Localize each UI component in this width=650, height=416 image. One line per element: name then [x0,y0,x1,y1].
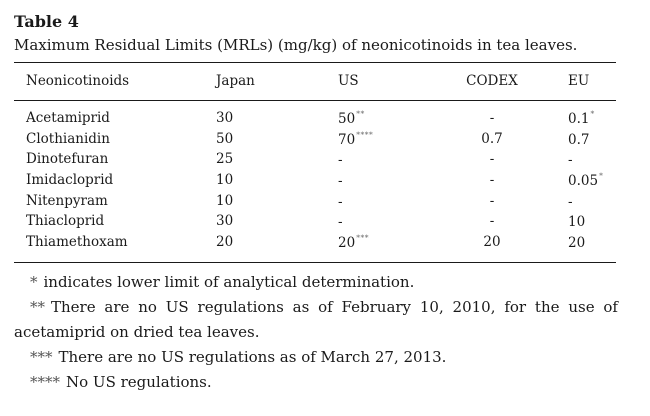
cell-codex: - [489,172,495,189]
cell-us-footnote-mark: **** [356,129,374,139]
column-header-japan: Japan [216,73,255,89]
cell-us-value: 20 [338,234,356,251]
table-row: Nitenpyram 10 - - - [14,190,616,211]
column-header-neonicotinoids: Neonicotinoids [26,73,130,89]
cell-codex: - [489,192,495,209]
cell-us-footnote-mark: ** [356,109,365,119]
cell-name: Nitenpyram [26,192,108,209]
cell-codex: - [489,151,495,168]
footnote-text: indicates lower limit of analytical dete… [43,273,415,291]
footnote-1: * indicates lower limit of analytical det… [14,270,618,295]
footnote-text: acetamiprid on dried tea leaves. [14,323,260,341]
table-row: Clothianidin 50 70**** 0.7 0.7 [14,129,616,150]
table-title: Maximum Residual Limits (MRLs) (mg/kg) o… [14,36,578,54]
cell-japan: 10 [216,172,234,189]
cell-eu: 20 [534,232,616,253]
cell-name: Clothianidin [26,130,110,147]
cell-us: - [338,211,450,232]
cell-codex: - [489,110,495,127]
cell-us: - [338,170,450,191]
table-row: Acetamiprid 30 50** - 0.1* [14,100,616,129]
cell-eu-value: 0.05 [568,173,599,190]
cell-japan: 30 [216,213,234,230]
footnote-mark: ** [30,298,45,316]
cell-us-value: - [338,193,343,210]
footnote-text: There are no US regulations as of March … [58,348,447,366]
cell-name: Dinotefuran [26,151,109,168]
column-header-codex: CODEX [466,73,518,89]
footnote-2-line-1: ** There are no US regulations as of Febr… [14,295,618,320]
cell-eu-value: 20 [568,234,586,251]
footnotes: * indicates lower limit of analytical det… [14,270,618,395]
header-row: Neonicotinoids Japan US CODEX EU [14,62,616,100]
cell-codex: - [489,213,495,230]
cell-us: - [338,149,450,170]
cell-eu: - [534,149,616,170]
cell-eu-value: 10 [568,214,586,231]
cell-eu-value: - [568,193,573,210]
cell-us: - [338,190,450,211]
cell-eu-value: 0.1 [568,111,590,128]
table-row: Thiamethoxam 20 20*** 20 20 [14,232,616,253]
cell-eu: 10 [534,211,616,232]
footnote-text: There are no US regulations as of Februa… [51,298,618,316]
cell-eu: - [534,190,616,211]
cell-name: Thiamethoxam [26,233,128,250]
cell-eu: 0.7 [534,129,616,150]
cell-codex: 0.7 [481,130,503,147]
cell-us-value: - [338,152,343,169]
cell-us-value: - [338,173,343,190]
column-header-eu: EU [568,73,590,89]
cell-us: 20*** [338,232,450,253]
table-label: Table 4 [14,12,79,31]
table-row: Imidacloprid 10 - - 0.05* [14,170,616,191]
cell-name: Thiacloprid [26,213,105,230]
cell-codex: 20 [483,233,501,250]
table-row: Thiacloprid 30 - - 10 [14,211,616,232]
cell-japan: 50 [216,130,234,147]
footnote-2-line-2: acetamiprid on dried tea leaves. [14,320,618,345]
cell-us: 70**** [338,129,450,150]
cell-japan: 25 [216,151,234,168]
footnote-4: **** No US regulations. [14,370,618,395]
cell-us-value: 70 [338,131,356,148]
cell-eu-value: - [568,152,573,169]
cell-japan: 20 [216,233,234,250]
cell-name: Acetamiprid [26,110,110,127]
column-header-us: US [338,73,359,89]
cell-us-value: 50 [338,111,356,128]
footnote-mark: *** [30,348,53,366]
cell-eu-footnote-mark: * [590,109,595,119]
cell-eu: 0.1* [534,100,616,129]
cell-us-footnote-mark: *** [356,232,369,242]
header-rule [14,100,616,101]
cell-eu: 0.05* [534,170,616,191]
top-rule [14,62,616,63]
cell-japan: 10 [216,192,234,209]
cell-japan: 30 [216,110,234,127]
cell-eu-value: 0.7 [568,131,590,148]
cell-name: Imidacloprid [26,172,114,189]
footnote-mark: **** [30,373,60,391]
footnote-3: *** There are no US regulations as of Mar… [14,345,618,370]
cell-eu-footnote-mark: * [599,171,604,181]
footnote-mark: * [30,273,38,291]
footnote-text: No US regulations. [66,373,212,391]
bottom-rule [14,262,616,263]
cell-us-value: - [338,214,343,231]
table-row: Dinotefuran 25 - - - [14,149,616,170]
mrl-table: Neonicotinoids Japan US CODEX EU Acetami… [14,62,616,252]
cell-us: 50** [338,100,450,129]
